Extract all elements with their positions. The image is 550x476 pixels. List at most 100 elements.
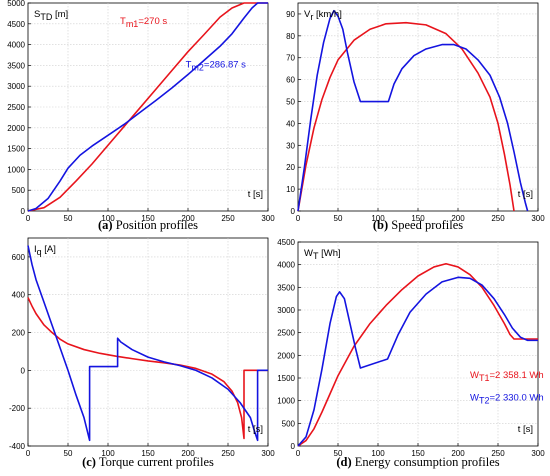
caption-text: Speed profiles xyxy=(388,218,463,232)
series-line-2 xyxy=(297,9,529,212)
y-axis-label: STD [m] xyxy=(34,9,68,22)
y-tick-label: 3500 xyxy=(277,283,295,292)
x-tick-label: 250 xyxy=(491,214,505,223)
y-tick-label: 4500 xyxy=(7,20,25,29)
annotation-sub: m1 xyxy=(126,19,139,29)
y-tick-label: -400 xyxy=(9,442,26,451)
y-tick-label: 1000 xyxy=(277,397,295,406)
x-tick-label: 100 xyxy=(371,449,385,458)
x-tick-label: 300 xyxy=(261,449,275,458)
y-axis-label-main: W xyxy=(304,248,313,259)
y-tick-label: 2000 xyxy=(277,351,295,360)
x-tick-label: 250 xyxy=(221,449,235,458)
caption-text: Torque current profiles xyxy=(96,455,214,469)
x-tick-label: 150 xyxy=(411,449,425,458)
x-tick-label: 200 xyxy=(451,214,465,223)
chart-panel-d: 0 50 100 150 200 250 3000500100015002000250030… xyxy=(277,238,545,469)
annotation-rest: =2 330.0 Wh xyxy=(489,393,543,404)
series-annotation: Tm2=286.87 s xyxy=(186,59,247,72)
x-tick-label: 50 xyxy=(64,449,73,458)
x-axis-label: t [s] xyxy=(248,424,263,435)
series-line-2 xyxy=(27,245,268,442)
annotation-sub: m2 xyxy=(191,62,204,72)
y-tick-label: 70 xyxy=(286,54,295,63)
y-tick-label: 3500 xyxy=(7,61,25,70)
x-tick-label: 150 xyxy=(141,449,155,458)
caption-text: Energy consumption profiles xyxy=(352,455,500,469)
x-tick-label: 0 xyxy=(26,449,31,458)
y-tick-label: 20 xyxy=(286,163,295,172)
annotation-main: T xyxy=(186,59,192,70)
x-tick-label: 0 xyxy=(26,214,31,223)
x-tick-label: 100 xyxy=(101,449,115,458)
x-axis-label: t [s] xyxy=(248,189,263,200)
y-tick-label: 0 xyxy=(21,207,26,216)
x-tick-label: 50 xyxy=(334,214,343,223)
x-tick-label: 300 xyxy=(261,214,275,223)
y-axis-label: Iq [A] xyxy=(34,244,56,257)
x-axis-label: t [s] xyxy=(518,424,533,435)
y-tick-label: 200 xyxy=(12,329,26,338)
plot-area xyxy=(297,2,539,212)
y-tick-label: 1000 xyxy=(7,165,25,174)
series-line-2 xyxy=(297,276,538,447)
y-tick-label: 10 xyxy=(286,185,295,194)
y-tick-label: 400 xyxy=(12,291,26,300)
y-tick-label: 0 xyxy=(291,442,296,451)
y-axis-label-unit: [Wh] xyxy=(318,248,340,259)
panel-caption: (a) Position profiles xyxy=(98,218,198,232)
y-axis-label-main: I xyxy=(34,244,37,255)
annotation-rest: =286.87 s xyxy=(204,59,246,70)
y-tick-label: 0 xyxy=(21,366,26,375)
y-axis-label-main: V xyxy=(304,9,311,20)
series-line-1 xyxy=(297,262,538,447)
plot-area xyxy=(27,237,269,447)
chart-panel-a: 0 50 100 150 200 250 3000500100015002000250030… xyxy=(7,0,275,232)
y-tick-label: 1500 xyxy=(7,145,25,154)
caption-letter: (b) xyxy=(373,218,388,232)
panel-caption: (b) Speed profiles xyxy=(373,218,463,232)
annotation-sub: T1 xyxy=(479,373,490,383)
y-axis-label-sub: q xyxy=(37,247,42,257)
x-tick-label: 0 xyxy=(296,214,301,223)
series-line-1 xyxy=(297,21,515,212)
x-tick-label: 100 xyxy=(101,214,115,223)
x-tick-label: 50 xyxy=(64,214,73,223)
caption-letter: (a) xyxy=(98,218,113,232)
series-annotation: WT2=2 330.0 Wh xyxy=(470,393,544,406)
y-tick-label: 2500 xyxy=(7,103,25,112)
x-tick-label: 0 xyxy=(296,449,301,458)
y-tick-label: 5000 xyxy=(7,0,25,8)
y-tick-label: 2000 xyxy=(7,124,25,133)
y-tick-label: 30 xyxy=(286,141,295,150)
series-annotation: Tm1=270 s xyxy=(120,16,167,29)
y-axis-label-main: S xyxy=(34,9,40,20)
annotation-main: T xyxy=(120,16,126,27)
y-tick-label: 4000 xyxy=(277,261,295,270)
y-tick-label: 80 xyxy=(286,32,295,41)
x-tick-label: 200 xyxy=(181,214,195,223)
annotation-main: W xyxy=(470,370,479,381)
x-tick-label: 250 xyxy=(491,449,505,458)
y-tick-label: 4000 xyxy=(7,41,25,50)
y-axis-label-unit: [m] xyxy=(52,9,68,20)
y-tick-label: 90 xyxy=(286,10,295,19)
annotation-rest: =270 s xyxy=(138,16,167,27)
x-tick-label: 50 xyxy=(334,449,343,458)
y-tick-label: 0 xyxy=(291,207,296,216)
series-line-2 xyxy=(27,2,268,212)
y-tick-label: 500 xyxy=(12,186,26,195)
y-tick-label: -200 xyxy=(9,404,26,413)
y-tick-label: 40 xyxy=(286,119,295,128)
x-tick-label: 300 xyxy=(531,214,545,223)
caption-letter: (c) xyxy=(82,455,96,469)
annotation-rest: =2 358.1 Wh xyxy=(489,370,543,381)
x-tick-label: 150 xyxy=(141,214,155,223)
y-axis-label: Vr [km/h] xyxy=(304,9,342,22)
x-tick-label: 300 xyxy=(531,449,545,458)
y-tick-label: 3000 xyxy=(277,306,295,315)
y-tick-label: 2500 xyxy=(277,329,295,338)
series-line-1 xyxy=(27,297,268,440)
x-tick-label: 150 xyxy=(411,214,425,223)
x-tick-label: 250 xyxy=(221,214,235,223)
